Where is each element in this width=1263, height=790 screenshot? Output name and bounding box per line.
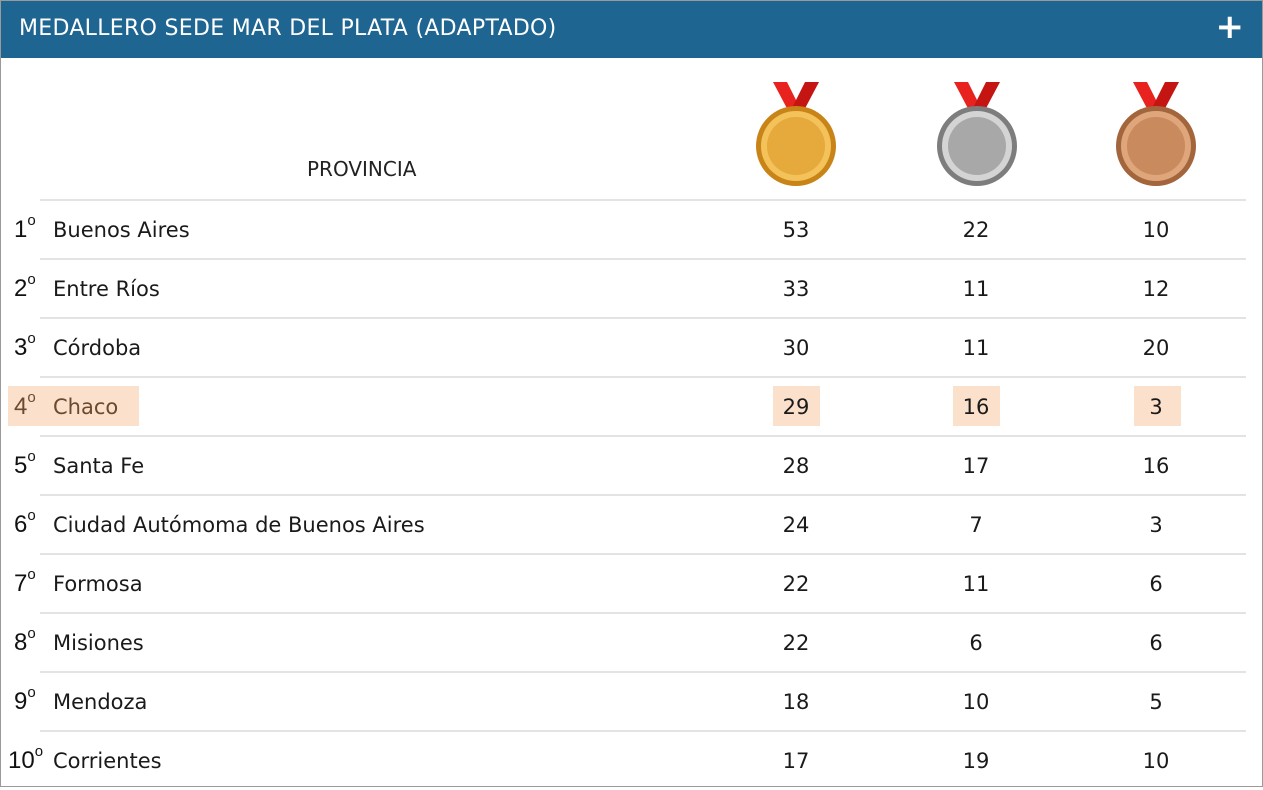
rank: 7o [14,566,36,597]
gold-count: 53 [782,218,810,242]
silver-count: 7 [969,513,983,537]
divider [40,376,1246,378]
silver-highlight [953,386,1000,426]
rank: 10o [8,743,44,774]
province-column-header: PROVINCIA [307,157,417,181]
table-row: 7o Formosa 22 11 6 [0,555,1263,613]
province-name: Córdoba [53,336,142,360]
bronze-count: 16 [1142,454,1170,478]
silver-medal-icon [937,82,1017,186]
bronze-count: 3 [1149,395,1163,419]
province-name: Misiones [53,631,144,655]
bronze-count: 20 [1142,336,1170,360]
gold-count: 33 [782,277,810,301]
gold-medal-icon [756,82,836,186]
gold-count: 28 [782,454,810,478]
divider [40,258,1246,260]
rank: 4o [14,389,36,420]
table-row-highlighted: 4o Chaco 29 16 3 [0,378,1263,436]
silver-count: 19 [962,749,990,773]
province-name: Entre Ríos [53,277,160,301]
divider [40,612,1246,614]
bronze-count: 5 [1149,690,1163,714]
table-row: 10o Corrientes 17 19 10 [0,732,1263,790]
province-name: Corrientes [53,749,162,773]
silver-count: 17 [962,454,990,478]
rank: 9o [14,684,36,715]
silver-count: 11 [962,572,990,596]
rank: 8o [14,625,36,656]
bronze-count: 12 [1142,277,1170,301]
table-row: 5o Santa Fe 28 17 16 [0,437,1263,495]
gold-count: 29 [782,395,810,419]
province-name: Mendoza [53,690,148,714]
divider [40,730,1246,732]
rank: 6o [14,507,36,538]
silver-count: 11 [962,277,990,301]
gold-count: 30 [782,336,810,360]
divider [40,553,1246,555]
silver-count: 10 [962,690,990,714]
silver-count: 6 [969,631,983,655]
bronze-count: 10 [1142,218,1170,242]
province-name: Buenos Aires [53,218,190,242]
rank: 1o [14,212,36,243]
divider [40,317,1246,319]
table-row: 9o Mendoza 18 10 5 [0,673,1263,731]
province-name: Formosa [53,572,143,596]
table-row: 3o Córdoba 30 11 20 [0,319,1263,377]
gold-count: 18 [782,690,810,714]
divider [40,435,1246,437]
gold-count: 22 [782,631,810,655]
divider [40,494,1246,496]
rank: 3o [14,330,36,361]
gold-count: 24 [782,513,810,537]
divider [40,199,1246,201]
bronze-count: 6 [1149,631,1163,655]
silver-count: 11 [962,336,990,360]
panel-header: MEDALLERO SEDE MAR DEL PLATA (ADAPTADO) … [1,1,1262,58]
bronze-count: 6 [1149,572,1163,596]
gold-count: 17 [782,749,810,773]
bronze-count: 10 [1142,749,1170,773]
province-name: Ciudad Autómoma de Buenos Aires [53,513,425,537]
rank: 5o [14,448,36,479]
gold-highlight [773,386,820,426]
bronze-medal-icon [1116,82,1196,186]
bronze-count: 3 [1149,513,1163,537]
gold-count: 22 [782,572,810,596]
table-row: 8o Misiones 22 6 6 [0,614,1263,672]
divider [40,671,1246,673]
row-highlight [8,386,139,426]
table-row: 1o Buenos Aires 53 22 10 [0,201,1263,259]
table-row: 2o Entre Ríos 33 11 12 [0,260,1263,318]
silver-count: 16 [962,395,990,419]
plus-icon[interactable]: + [1215,7,1245,47]
panel-title: MEDALLERO SEDE MAR DEL PLATA (ADAPTADO) [19,16,557,41]
rank: 2o [14,271,36,302]
bronze-highlight [1134,386,1181,426]
silver-count: 22 [962,218,990,242]
province-name: Santa Fe [53,454,145,478]
province-name: Chaco [53,395,119,419]
table-row: 6o Ciudad Autómoma de Buenos Aires 24 7 … [0,496,1263,554]
